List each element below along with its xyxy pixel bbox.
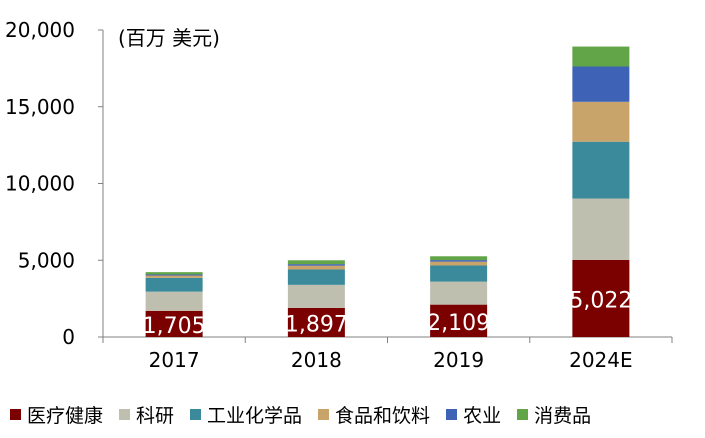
legend-swatch	[10, 408, 21, 420]
data-label: 2,109	[427, 311, 490, 336]
legend-label: 工业化学品	[207, 404, 303, 427]
bar-segment	[430, 265, 488, 282]
y-tick-label: 5,000	[18, 248, 75, 272]
y-tick-label: 0	[62, 325, 75, 349]
bar-segment	[145, 310, 203, 337]
bar-segment	[287, 260, 345, 265]
legend-item: 工业化学品	[190, 401, 302, 428]
legend-label: 医疗健康	[27, 404, 104, 427]
y-tick-label: 20,000	[5, 18, 75, 42]
legend: 医疗健康 科研 工业化学品 食品和饮料 农业 消费品	[10, 400, 607, 428]
legend-item: 医疗健康	[10, 401, 103, 428]
bar-segment	[287, 269, 345, 285]
unit-label: (百万 美元)	[118, 26, 220, 50]
y-tick-label: 15,000	[5, 95, 75, 119]
bars	[145, 46, 630, 337]
legend-label: 农业	[463, 404, 502, 427]
legend-label: 消费品	[534, 404, 592, 427]
x-axis: 2017 2018 2019 2024E	[102, 336, 673, 372]
bar-segment	[287, 264, 345, 266]
bar-segment	[572, 66, 630, 102]
bar-segment	[430, 281, 488, 305]
bar-segment	[430, 304, 488, 337]
legend-item: 食品和饮料	[318, 401, 430, 428]
legend-swatch	[517, 408, 529, 420]
x-tick-label: 2018	[291, 348, 342, 372]
legend-item: 科研	[119, 401, 174, 428]
x-tick-label: 2017	[149, 348, 200, 372]
bar-segment	[430, 260, 488, 262]
bar-segment	[572, 141, 630, 199]
bar-segment	[145, 274, 203, 276]
legend-item: 农业	[446, 401, 501, 428]
data-label: 1,897	[285, 312, 348, 337]
data-label: 1,705	[143, 314, 206, 339]
legend-label: 食品和饮料	[335, 404, 431, 427]
x-tick-label: 2019	[433, 348, 484, 372]
x-tick-label: 2024E	[569, 348, 633, 372]
bar-segment	[145, 277, 203, 292]
data-labels: 1,705 1,897 2,109 5,022	[143, 288, 633, 338]
legend-swatch	[119, 408, 131, 420]
bar-segment	[145, 272, 203, 275]
bar-segment	[572, 198, 630, 260]
bar-segment	[572, 46, 630, 67]
bar-segment	[145, 291, 203, 311]
y-tick-label: 10,000	[5, 172, 75, 196]
bar-segment	[572, 259, 630, 337]
bar-segment	[430, 256, 488, 261]
legend-label: 科研	[136, 404, 175, 427]
bar-segment	[287, 307, 345, 337]
legend-swatch	[190, 408, 202, 420]
legend-swatch	[318, 408, 330, 420]
bar-segment	[287, 265, 345, 270]
bar-segment	[287, 284, 345, 308]
legend-swatch	[446, 408, 458, 420]
bar-segment	[145, 275, 203, 278]
bar-segment	[572, 101, 630, 142]
bar-segment	[430, 261, 488, 266]
y-axis: 0 5,000 10,000 15,000 20,000	[5, 18, 104, 349]
legend-item: 消费品	[517, 401, 591, 428]
data-label: 5,022	[569, 288, 632, 313]
